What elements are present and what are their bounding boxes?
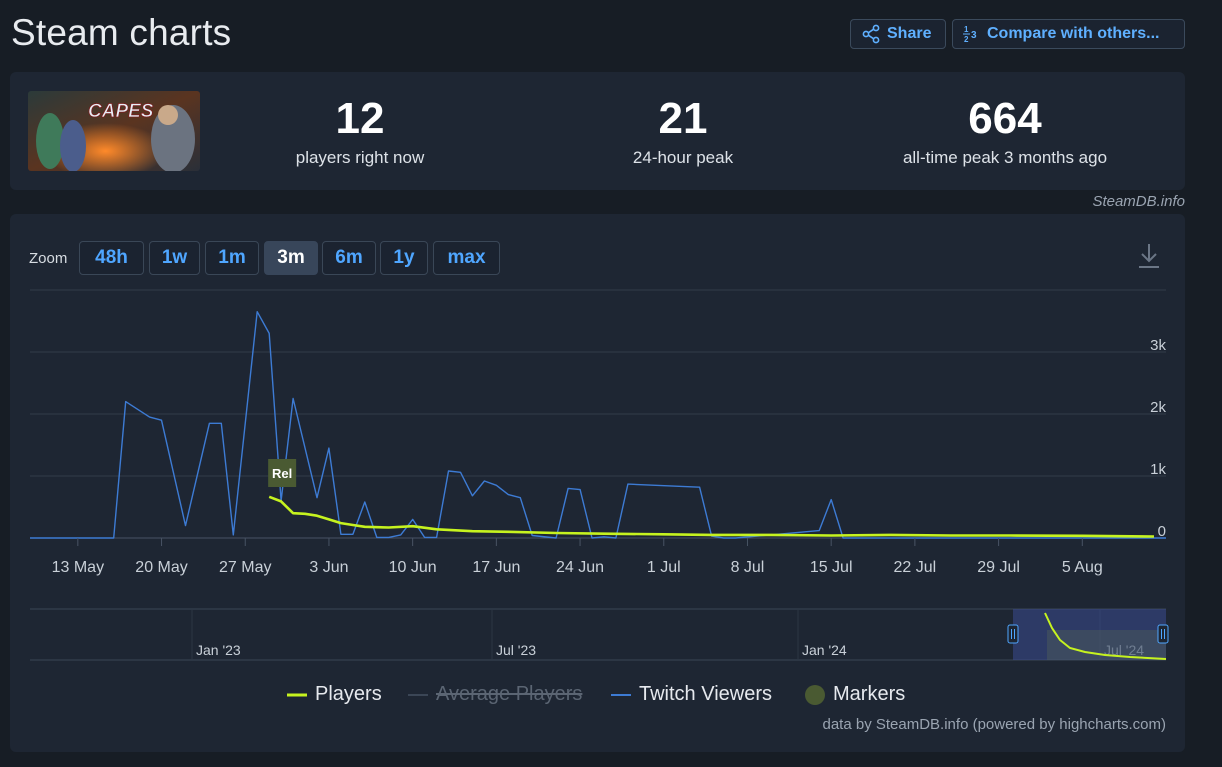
- attribution[interactable]: data by SteamDB.info (powered by highcha…: [822, 716, 1167, 733]
- stat-all-time-peak: 664 all-time peak 3 months ago: [855, 94, 1155, 168]
- download-icon[interactable]: [1136, 242, 1162, 275]
- legend-players[interactable]: Players: [287, 683, 382, 706]
- players-series-layer: [268, 495, 1155, 538]
- x-tick-label-6: 24 Jun: [556, 559, 604, 576]
- chart-panel: [10, 214, 1185, 752]
- stat-24h-peak: 21 24-hour peak: [533, 94, 833, 168]
- x-tick-label-2: 27 May: [219, 559, 271, 576]
- svg-text:2: 2: [964, 35, 969, 44]
- y-tick-label-0: 0: [1158, 523, 1166, 540]
- navigator-handle[interactable]: [1157, 624, 1169, 644]
- zoom-button-max[interactable]: max: [433, 241, 500, 275]
- zoom-button-1y[interactable]: 1y: [380, 241, 428, 275]
- x-tick-label-5: 17 Jun: [472, 559, 520, 576]
- legend-average-players-label: Average Players: [436, 683, 583, 705]
- all-time-peak-label: all-time peak 3 months ago: [902, 148, 1108, 167]
- page-title: Steam charts: [11, 12, 232, 53]
- peak-24h-value: 21: [658, 94, 708, 143]
- players-now-label: players right now: [295, 148, 425, 167]
- stats-panel: CAPES 12 players right now 21 24-hour pe…: [10, 72, 1185, 190]
- x-tick-label-9: 15 Jul: [810, 559, 853, 576]
- legend-twitch-viewers-label: Twitch Viewers: [639, 683, 773, 705]
- navigator-players-line: [1044, 612, 1167, 660]
- zoom-button-6m[interactable]: 6m: [322, 241, 376, 275]
- x-tick-label-4: 10 Jun: [389, 559, 437, 576]
- navigator-tick-label-1: Jul '23: [496, 642, 536, 658]
- navigator-selected-range: [1013, 609, 1166, 660]
- legend: Players Average Players Twitch Viewers M…: [0, 683, 1222, 713]
- navigator-tick-label-0: Jan '23: [196, 642, 241, 658]
- y-axis-labels: 0 1k 2k 3k: [1150, 337, 1166, 540]
- markers-layer: Rel: [268, 459, 297, 487]
- peak-24h-label: 24-hour peak: [632, 148, 734, 167]
- players-line: [268, 495, 1155, 538]
- share-button[interactable]: Share: [850, 19, 946, 49]
- x-tick-label-10: 22 Jul: [894, 559, 937, 576]
- legend-average-players[interactable]: Average Players: [408, 683, 582, 706]
- x-tick-label-0: 13 May: [52, 559, 104, 576]
- x-tick-label-1: 20 May: [135, 559, 187, 576]
- legend-players-label: Players: [315, 683, 382, 705]
- legend-markers-label: Markers: [833, 683, 906, 705]
- banner-title: CAPES: [88, 101, 154, 122]
- all-time-peak-value: 664: [968, 94, 1042, 143]
- y-tick-label-2: 2k: [1150, 399, 1166, 416]
- compare-label: Compare with others...: [987, 25, 1160, 42]
- x-tick-label-7: 1 Jul: [647, 559, 681, 576]
- marker-flag: [268, 459, 297, 487]
- svg-text:1: 1: [964, 25, 969, 34]
- zoom-button-3m[interactable]: 3m: [264, 241, 318, 275]
- zoom-button-48h[interactable]: 48h: [79, 241, 144, 275]
- x-tick-label-11: 29 Jul: [977, 559, 1020, 576]
- legend-twitch-viewers[interactable]: Twitch Viewers: [611, 683, 772, 706]
- navigator-handle[interactable]: [1007, 624, 1019, 644]
- marker-label: Rel: [272, 466, 292, 481]
- legend-markers[interactable]: Markers: [805, 683, 905, 706]
- y-tick-label-1: 1k: [1150, 461, 1166, 478]
- y-tick-label-3: 3k: [1150, 337, 1166, 354]
- twitch-series-layer: [29, 311, 1167, 539]
- twitch-viewers-line: [30, 311, 1166, 539]
- zoom-label: Zoom: [29, 250, 68, 267]
- game-banner: CAPES: [28, 91, 200, 171]
- share-label: Share: [887, 25, 932, 42]
- zoom-button-1m[interactable]: 1m: [205, 241, 259, 275]
- x-tick-label-8: 8 Jul: [731, 559, 765, 576]
- grid-layer: [30, 289, 1166, 539]
- x-tick-label-3: 3 Jun: [309, 559, 348, 576]
- players-now-value: 12: [335, 94, 385, 143]
- share-icon: [861, 24, 881, 44]
- x-axis-labels: 13 May 20 May 27 May 3 Jun 10 Jun 17 Jun 24 Ju…: [52, 538, 1103, 576]
- zoom-button-1w[interactable]: 1w: [149, 241, 200, 275]
- stat-players-now: 12 players right now: [210, 94, 510, 168]
- x-tick-label-12: 5 Aug: [1062, 559, 1103, 576]
- svg-text:3: 3: [971, 30, 977, 41]
- steamdb-credit[interactable]: SteamDB.info: [1092, 193, 1185, 210]
- navigator-tick-label-2: Jan '24: [802, 642, 847, 658]
